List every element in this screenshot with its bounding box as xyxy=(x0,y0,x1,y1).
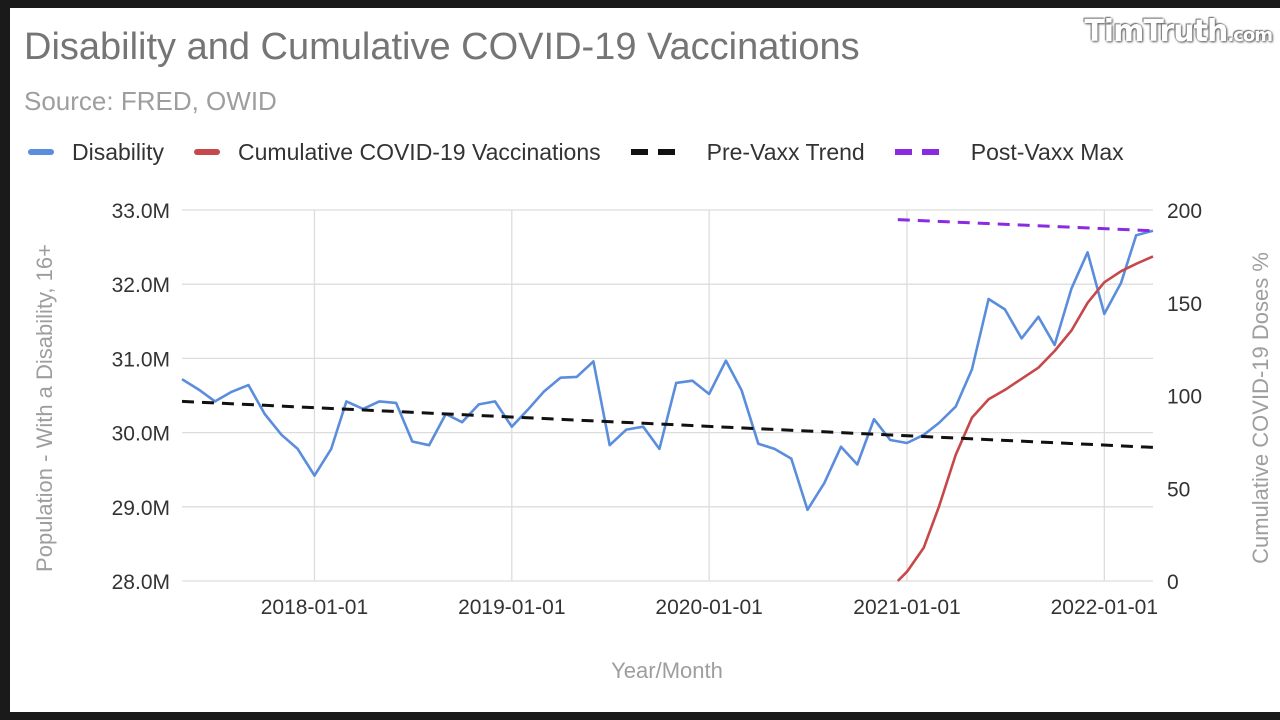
y-right-tick-label: 100 xyxy=(1167,386,1202,409)
disability-line xyxy=(181,229,1154,512)
y-right-tick-label: 200 xyxy=(1167,200,1202,223)
y-left-tick-label: 33.0M xyxy=(112,200,170,223)
legend-item-disability[interactable]: Disability xyxy=(28,139,164,166)
y-left-tick-label: 29.0M xyxy=(112,497,170,520)
legend-swatch-vaccinations xyxy=(194,149,221,155)
y-right-tick-label: 50 xyxy=(1167,478,1190,501)
legend-item-pre-vaxx-trend[interactable]: Pre-Vaxx Trend xyxy=(630,138,865,166)
legend-label-pre-vaxx-trend: Pre-Vaxx Trend xyxy=(706,138,865,165)
x-axis-title: Year/Month xyxy=(611,658,723,683)
watermark-logo: TimTruth.com xyxy=(1084,14,1273,49)
legend-label-vaccinations: Cumulative COVID-19 Vaccinations xyxy=(238,138,601,165)
legend-item-vaccinations[interactable]: Cumulative COVID-19 Vaccinations xyxy=(194,139,601,166)
y-left-tick-label: 28.0M xyxy=(112,571,170,594)
legend-item-post-vaxx-max[interactable]: Post-Vaxx Max xyxy=(894,138,1124,166)
legend-swatch-pre-vaxx-trend xyxy=(630,149,683,155)
vaccinations-line xyxy=(896,255,1154,582)
x-tick-label: 2021-01-01 xyxy=(853,596,960,619)
chart-title: Disability and Cumulative COVID-19 Vacci… xyxy=(24,26,860,68)
chart-subtitle: Source: FRED, OWID xyxy=(24,86,277,116)
watermark-main: TimTruth xyxy=(1084,14,1228,49)
y-right-axis-title: Cumulative COVID-19 Doses % xyxy=(1248,252,1273,564)
legend-swatch-post-vaxx-max xyxy=(894,149,947,155)
y-right-tick-label: 150 xyxy=(1167,293,1202,316)
y-right-tick-label: 0 xyxy=(1167,571,1179,594)
post-vaxx-max-line xyxy=(897,218,1154,233)
watermark-suffix: .com xyxy=(1227,25,1273,46)
legend-label-post-vaxx-max: Post-Vaxx Max xyxy=(970,138,1124,165)
chart-card xyxy=(10,8,1280,712)
x-tick-label: 2022-01-01 xyxy=(1051,596,1158,619)
y-left-tick-label: 32.0M xyxy=(112,274,170,297)
y-left-tick-label: 30.0M xyxy=(112,423,170,446)
x-tick-label: 2019-01-01 xyxy=(458,596,565,619)
x-tick-label: 2018-01-01 xyxy=(261,596,368,619)
legend-swatch-disability xyxy=(28,149,54,155)
y-left-axis-title: Population - With a Disability, 16+ xyxy=(32,244,57,572)
y-left-tick-label: 31.0M xyxy=(112,348,170,371)
x-tick-label: 2020-01-01 xyxy=(655,596,762,619)
chart-legend: Disability Cumulative COVID-19 Vaccinati… xyxy=(28,136,1154,168)
pre-vaxx-trend-line xyxy=(181,399,1154,449)
legend-label-disability: Disability xyxy=(72,138,165,165)
